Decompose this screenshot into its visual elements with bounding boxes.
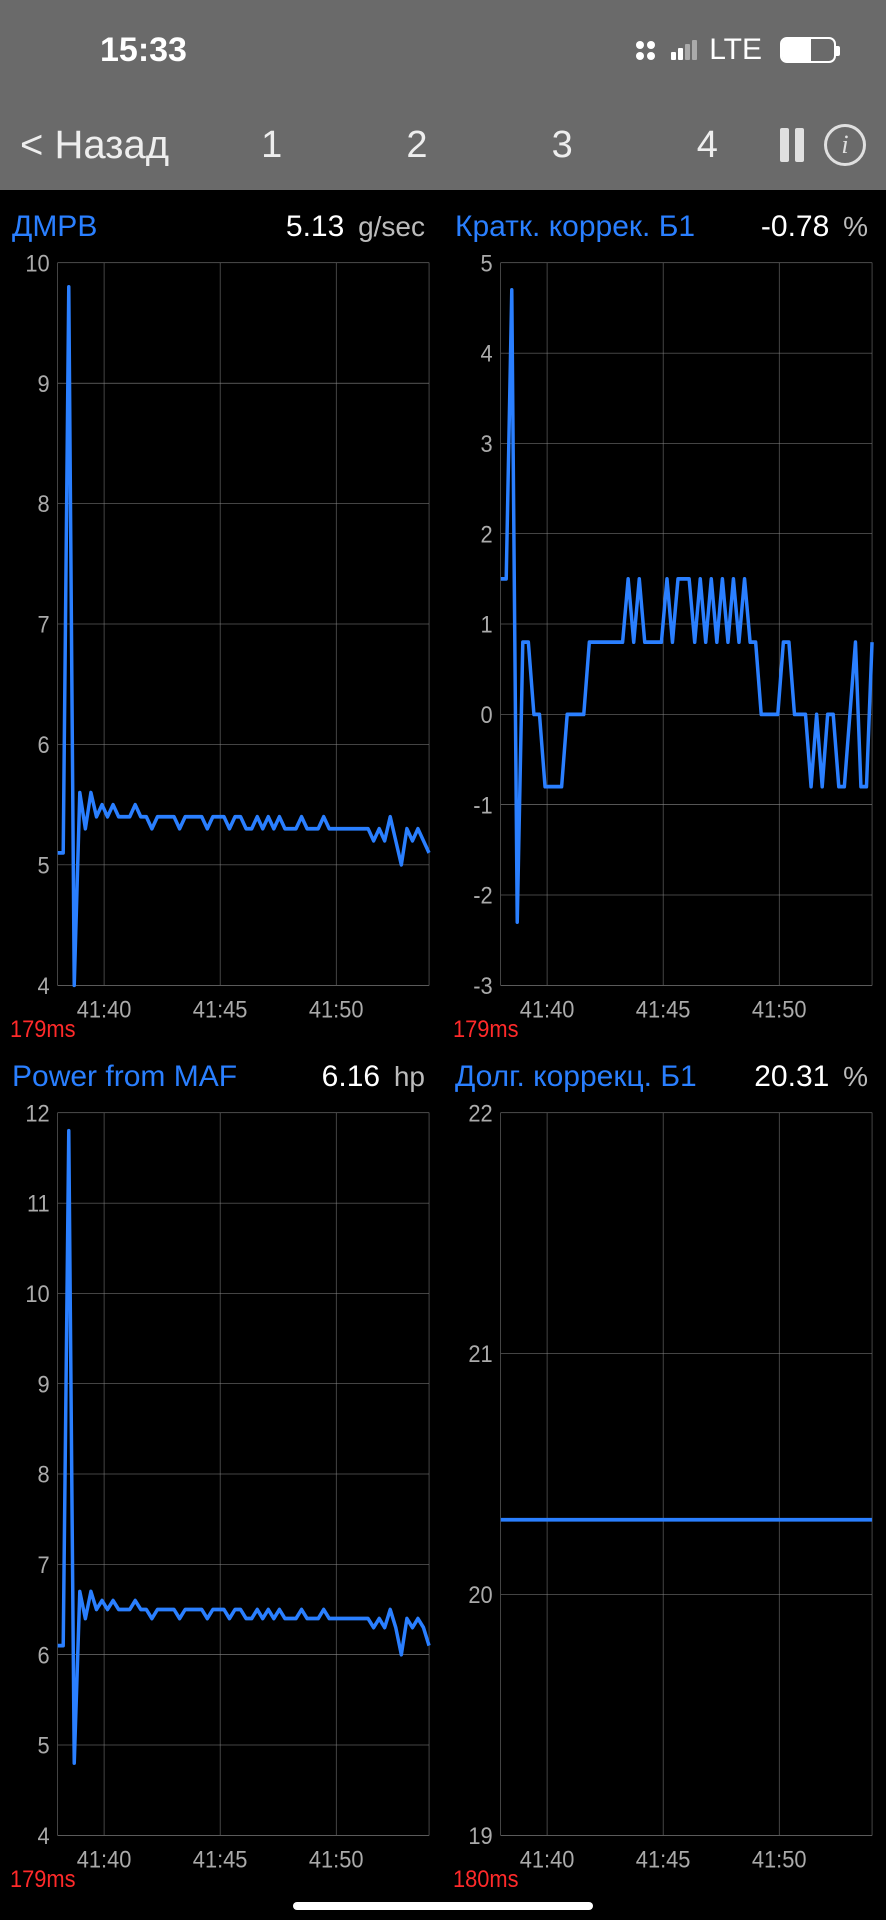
svg-text:12: 12 — [25, 1102, 49, 1127]
chart-ltft: Долг. коррекц. Б1 20.31 % 19 20 21 22 41:40 41:… — [443, 1050, 886, 1900]
chart-unit: % — [835, 1061, 868, 1092]
info-icon[interactable]: i — [824, 124, 866, 166]
svg-text:41:50: 41:50 — [309, 996, 364, 1023]
svg-text:41:40: 41:40 — [520, 996, 575, 1023]
network-label: LTE — [709, 33, 762, 67]
chart-title: Кратк. коррек. Б1 — [455, 210, 695, 244]
svg-text:11: 11 — [27, 1190, 50, 1217]
svg-text:8: 8 — [38, 1461, 50, 1488]
latency-label: 179ms — [10, 1015, 76, 1042]
tab-2[interactable]: 2 — [386, 124, 447, 167]
svg-text:4: 4 — [38, 972, 50, 999]
chart-maf: ДМРВ 5.13 g/sec 4 5 6 7 8 9 10 41:40 41:45 41:50 179… — [0, 200, 443, 1050]
svg-text:41:40: 41:40 — [520, 1846, 575, 1873]
chart-stft: Кратк. коррек. Б1 -0.78 % -3 -2 -1 0 1 2 3 4 5 41:4… — [443, 200, 886, 1050]
tab-3[interactable]: 3 — [532, 124, 593, 167]
chart-value-wrap: 6.16 hp — [322, 1060, 425, 1094]
chart-svg[interactable]: -3 -2 -1 0 1 2 3 4 5 41:40 41:45 41:50 179ms — [451, 252, 878, 1050]
svg-text:1: 1 — [481, 611, 493, 638]
pause-icon[interactable] — [780, 128, 804, 162]
svg-text:22: 22 — [468, 1102, 492, 1127]
svg-text:5: 5 — [481, 252, 493, 277]
svg-text:2: 2 — [481, 521, 493, 548]
chart-value: -0.78 — [761, 210, 829, 243]
chart-value: 20.31 — [754, 1060, 829, 1093]
signal-dots-icon — [636, 41, 655, 60]
svg-text:20: 20 — [468, 1581, 492, 1608]
svg-text:41:50: 41:50 — [309, 1846, 364, 1873]
chart-svg[interactable]: 19 20 21 22 41:40 41:45 41:50 180ms — [451, 1102, 878, 1900]
charts-grid: ДМРВ5.13 g/sec4567891041:4041:4541:50179… — [0, 190, 886, 1900]
battery-icon — [780, 37, 836, 63]
svg-text:-1: -1 — [473, 791, 492, 818]
svg-text:5: 5 — [38, 1732, 50, 1759]
svg-text:41:50: 41:50 — [752, 1846, 807, 1873]
svg-text:5: 5 — [38, 852, 50, 879]
tab-4[interactable]: 4 — [677, 124, 738, 167]
chart-title: ДМРВ — [12, 210, 97, 244]
svg-text:41:45: 41:45 — [636, 996, 691, 1023]
chart-value: 5.13 — [286, 210, 344, 243]
svg-text:4: 4 — [481, 340, 493, 367]
status-bar: 15:33 LTE — [0, 0, 886, 100]
svg-text:41:40: 41:40 — [77, 1846, 132, 1873]
chart-unit: g/sec — [350, 211, 425, 242]
nav-bar: < Назад 1 2 3 4 i — [0, 100, 886, 190]
chart-svg[interactable]: 4 5 6 7 8 9 10 11 12 41:40 41:45 41:50 179ms — [8, 1102, 435, 1900]
home-indicator[interactable] — [293, 1902, 593, 1910]
svg-text:41:50: 41:50 — [752, 996, 807, 1023]
svg-text:9: 9 — [38, 370, 50, 397]
chart-value: 6.16 — [322, 1060, 380, 1093]
svg-text:-2: -2 — [473, 882, 492, 909]
nav-tabs: 1 2 3 4 — [199, 124, 780, 167]
svg-text:41:40: 41:40 — [77, 996, 132, 1023]
latency-label: 179ms — [453, 1015, 519, 1042]
signal-bars-icon — [671, 40, 697, 60]
chart-unit: % — [835, 211, 868, 242]
chart-power: Power from MAF 6.16 hp 4 5 6 7 8 9 10 11 12 41:40 41… — [0, 1050, 443, 1900]
back-button[interactable]: < Назад — [20, 123, 199, 168]
chart-value-wrap: 5.13 g/sec — [286, 210, 425, 244]
svg-text:19: 19 — [468, 1822, 492, 1849]
svg-text:21: 21 — [468, 1340, 492, 1367]
chart-value-wrap: 20.31 % — [754, 1060, 868, 1094]
chart-svg[interactable]: 4 5 6 7 8 9 10 41:40 41:45 41:50 179ms — [8, 252, 435, 1050]
latency-label: 179ms — [10, 1865, 76, 1892]
chart-value-wrap: -0.78 % — [761, 210, 868, 244]
latency-label: 180ms — [453, 1865, 519, 1892]
svg-text:10: 10 — [25, 1280, 49, 1307]
svg-text:4: 4 — [38, 1822, 50, 1849]
status-right: LTE — [636, 33, 836, 67]
status-time: 15:33 — [100, 31, 187, 70]
svg-text:6: 6 — [38, 731, 50, 758]
chart-title: Power from MAF — [12, 1060, 237, 1094]
svg-text:-3: -3 — [473, 972, 492, 999]
svg-text:41:45: 41:45 — [193, 1846, 248, 1873]
tab-1[interactable]: 1 — [241, 124, 302, 167]
chart-unit: hp — [386, 1061, 425, 1092]
svg-text:10: 10 — [25, 252, 49, 277]
svg-text:41:45: 41:45 — [636, 1846, 691, 1873]
svg-text:7: 7 — [38, 611, 50, 638]
svg-text:3: 3 — [481, 430, 493, 457]
svg-text:6: 6 — [38, 1641, 50, 1668]
svg-text:41:45: 41:45 — [193, 996, 248, 1023]
chart-title: Долг. коррекц. Б1 — [455, 1060, 697, 1094]
svg-text:0: 0 — [481, 701, 493, 728]
svg-text:9: 9 — [38, 1371, 50, 1398]
svg-text:7: 7 — [38, 1551, 50, 1578]
svg-text:8: 8 — [38, 490, 50, 517]
